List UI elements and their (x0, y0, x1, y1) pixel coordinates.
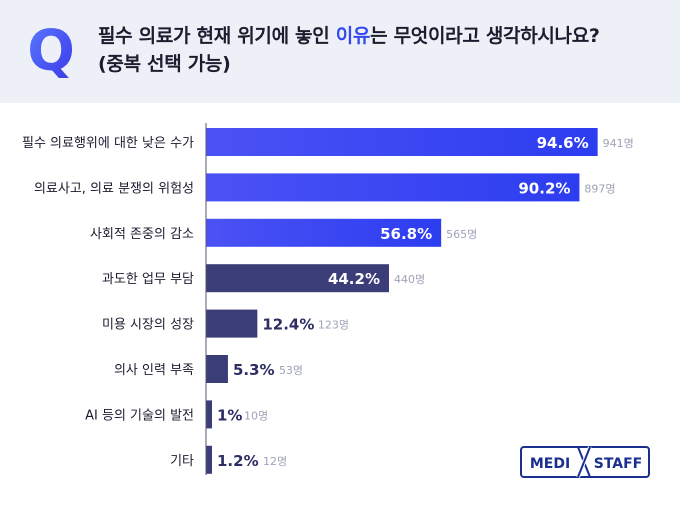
value-label: 1.2% (217, 452, 259, 470)
q-letter: Q (27, 20, 75, 82)
count-label: 565명 (446, 228, 477, 241)
value-label: 5.3% (233, 361, 275, 379)
value-label: 94.6% (537, 134, 589, 152)
question-subtitle: (중복 선택 가능) (98, 53, 231, 75)
question-title: 필수 의료가 현재 위기에 놓인 이유는 무엇이라고 생각하시나요? (중복 선… (98, 22, 600, 78)
bar (206, 218, 442, 247)
question-text-part1: 필수 의료가 현재 위기에 놓인 (98, 25, 336, 47)
value-label: 90.2% (518, 179, 570, 197)
bar (206, 264, 389, 293)
value-label: 12.4% (262, 316, 314, 334)
logo-text-staff: STAFF (594, 456, 643, 472)
bar (206, 445, 212, 474)
count-label: 12명 (263, 455, 287, 468)
count-label: 440명 (394, 273, 425, 286)
category-label: 의료사고, 의료 분쟁의 위험성 (34, 181, 194, 196)
count-label: 10명 (244, 409, 268, 422)
question-header: Q 필수 의료가 현재 위기에 놓인 이유는 무엇이라고 생각하시나요? (중복… (0, 0, 680, 103)
medistaff-logo: MEDI STAFF (520, 446, 650, 478)
category-label: 미용 시장의 성장 (102, 318, 194, 333)
logo-svg: MEDI STAFF (520, 446, 650, 478)
count-label: 53명 (279, 364, 303, 377)
logo-border (520, 446, 650, 478)
logo-text-medi: MEDI (530, 456, 570, 472)
bar (206, 400, 212, 429)
q-letter-icon: Q (27, 20, 75, 82)
count-label: 123명 (318, 319, 349, 332)
value-label: 44.2% (328, 270, 380, 288)
value-label: 56.8% (380, 225, 432, 243)
question-text-part2: 는 무엇이라고 생각하시나요? (370, 25, 600, 47)
question-text-highlight: 이유 (335, 25, 371, 47)
bar (206, 173, 580, 202)
value-label: 1% (217, 406, 242, 424)
category-label: 기타 (170, 454, 194, 469)
category-label: 의사 인력 부족 (114, 363, 194, 378)
category-label: AI 등의 기술의 발전 (85, 408, 194, 423)
count-label: 941명 (603, 137, 634, 150)
category-label: 사회적 존중의 감소 (90, 227, 194, 242)
count-label: 897명 (584, 182, 615, 195)
bar (206, 128, 598, 156)
bar (206, 309, 258, 338)
q-badge-icon: Q (20, 20, 82, 82)
logo-divider-2 (577, 446, 591, 478)
category-label: 과도한 업무 부담 (102, 272, 194, 287)
bar (206, 355, 228, 383)
category-label: 필수 의료행위에 대한 낮은 수가 (22, 135, 194, 151)
